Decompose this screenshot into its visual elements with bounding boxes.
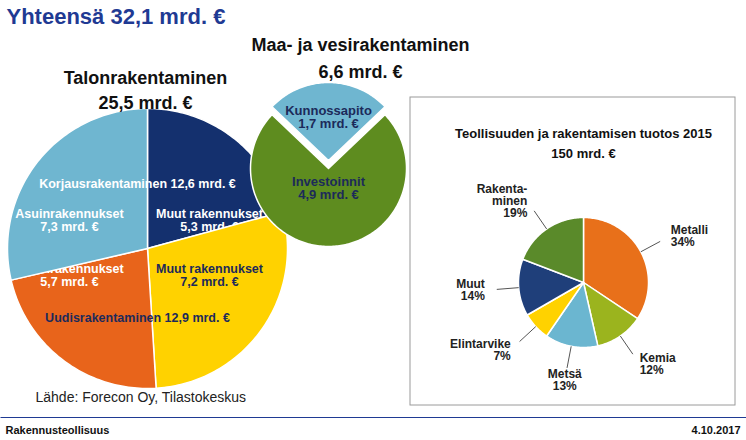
svg-text:Rakenta-minen19%: Rakenta-minen19%	[477, 182, 528, 220]
svg-text:Metalli34%: Metalli34%	[671, 223, 708, 249]
svg-text:Investoinnit4,9 mrd. €: Investoinnit4,9 mrd. €	[292, 174, 366, 202]
html-text:5,3 mrd. €: 5,3 mrd. €	[180, 219, 239, 234]
svg-text:150 mrd. €: 150 mrd. €	[551, 146, 615, 161]
svg-text:4.10.2017: 4.10.2017	[692, 424, 741, 436]
svg-text:Uudisrakentaminen 12,9 mrd. €: Uudisrakentaminen 12,9 mrd. €	[45, 311, 230, 325]
html-text:Asuinrakennukset: Asuinrakennukset	[15, 262, 124, 277]
svg-text:Metsä13%: Metsä13%	[548, 367, 582, 393]
html-text:Muut rakennukset: Muut rakennukset	[156, 207, 263, 222]
svg-text:Talonrakentaminen: Talonrakentaminen	[64, 68, 228, 88]
svg-text:Kunnossapito1,7 mrd. €: Kunnossapito1,7 mrd. €	[285, 103, 372, 131]
svg-text:Muut rakennukset7,2 mrd. €: Muut rakennukset7,2 mrd. €	[156, 262, 264, 289]
svg-text:Korjausrakentaminen 12,6 mrd.: Korjausrakentaminen 12,6 mrd. €	[39, 177, 236, 191]
svg-text:25,5 mrd. €: 25,5 mrd. €	[98, 93, 192, 113]
svg-text:Muut14%: Muut14%	[456, 277, 485, 303]
svg-text:Elintarvike7%: Elintarvike7%	[450, 337, 511, 363]
html-text:5,7 mrd. €: 5,7 mrd. €	[40, 274, 99, 289]
svg-text:Yhteensä 32,1 mrd. €: Yhteensä 32,1 mrd. €	[7, 4, 226, 29]
svg-text:Maa- ja vesirakentaminen: Maa- ja vesirakentaminen	[251, 35, 469, 55]
svg-text:Asuinrakennukset7,3 mrd. €: Asuinrakennukset7,3 mrd. €	[15, 207, 124, 234]
svg-text:Lähde: Forecon Oy, Tilastokesk: Lähde: Forecon Oy, Tilastokeskus	[36, 389, 247, 405]
svg-text:Kemia12%: Kemia12%	[640, 351, 676, 377]
svg-text:6,6 mrd. €: 6,6 mrd. €	[318, 62, 402, 82]
svg-text:Teollisuuden ja rakentamisen t: Teollisuuden ja rakentamisen tuotos 2015	[455, 126, 712, 141]
svg-text:Rakennusteollisuus: Rakennusteollisuus	[6, 424, 110, 436]
